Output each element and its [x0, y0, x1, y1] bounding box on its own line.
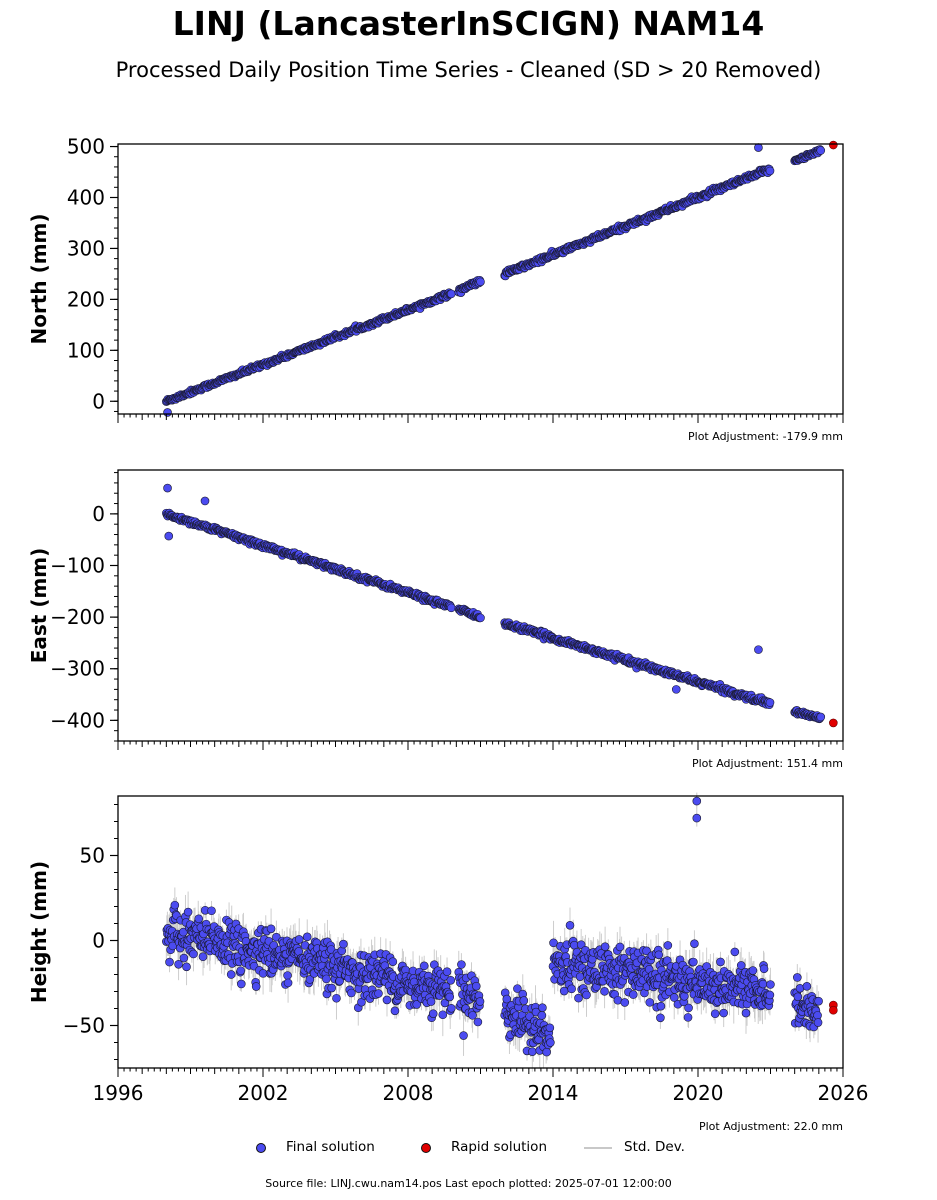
final-point [194, 914, 204, 924]
final-point [476, 277, 485, 287]
plot-adjustment: Plot Adjustment: 151.4 mm [692, 757, 843, 770]
final-point [765, 698, 775, 707]
outlier-point [671, 685, 681, 694]
final-point [251, 982, 261, 991]
final-point [183, 907, 193, 917]
final-points [162, 508, 826, 724]
chart-subtitle: Processed Daily Position Time Series - C… [115, 58, 822, 82]
plot-adjustment: Plot Adjustment: -179.9 mm [688, 430, 843, 443]
final-point [816, 146, 826, 155]
y-tick-label: 200 [67, 287, 105, 311]
y-tick-label: 300 [67, 236, 105, 260]
outlier-point [754, 143, 763, 152]
panel-1: 0 100 200 300 400 500 North (mm) Plot Adjustmen… [27, 135, 844, 443]
y-axis-label: East (mm) [27, 548, 51, 664]
outlier-point [200, 496, 210, 506]
outlier-point [163, 408, 172, 417]
outlier-point [163, 483, 172, 493]
y-tick-label: 100 [67, 338, 105, 362]
final-point [182, 962, 191, 972]
rapid-point [829, 718, 838, 728]
final-point [446, 289, 456, 299]
y-tick-label: −400 [50, 708, 105, 732]
y-tick-label: 0 [92, 502, 105, 526]
final-point [170, 900, 180, 910]
final-point [476, 613, 485, 623]
final-point [765, 166, 775, 176]
chart-title: LINJ (LancasterInSCIGN) NAM14 [172, 4, 765, 43]
panel-2: 0 −100 −200 −300 −400 East (mm) Plot Adjustmen… [27, 469, 844, 770]
final-point [165, 957, 174, 967]
y-tick-label: 400 [67, 185, 105, 209]
final-point [266, 924, 276, 934]
outlier-point [754, 645, 763, 654]
final-point [236, 979, 246, 989]
y-tick-label: 0 [92, 389, 105, 413]
y-tick-label: −100 [50, 553, 105, 577]
final-point [236, 966, 246, 976]
final-point [207, 906, 216, 916]
final-point [179, 953, 189, 963]
final-point [226, 970, 236, 979]
final-point [816, 712, 826, 722]
outlier-point [164, 531, 174, 541]
y-tick-label: 500 [67, 135, 105, 159]
y-axis-label: North (mm) [27, 213, 51, 344]
y-tick-label: −300 [50, 657, 105, 681]
rapid-point [829, 140, 838, 150]
final-point [189, 949, 198, 959]
final-point [446, 603, 456, 613]
y-tick-label: −200 [50, 605, 105, 629]
final-points [162, 145, 826, 406]
final-point [198, 952, 208, 962]
